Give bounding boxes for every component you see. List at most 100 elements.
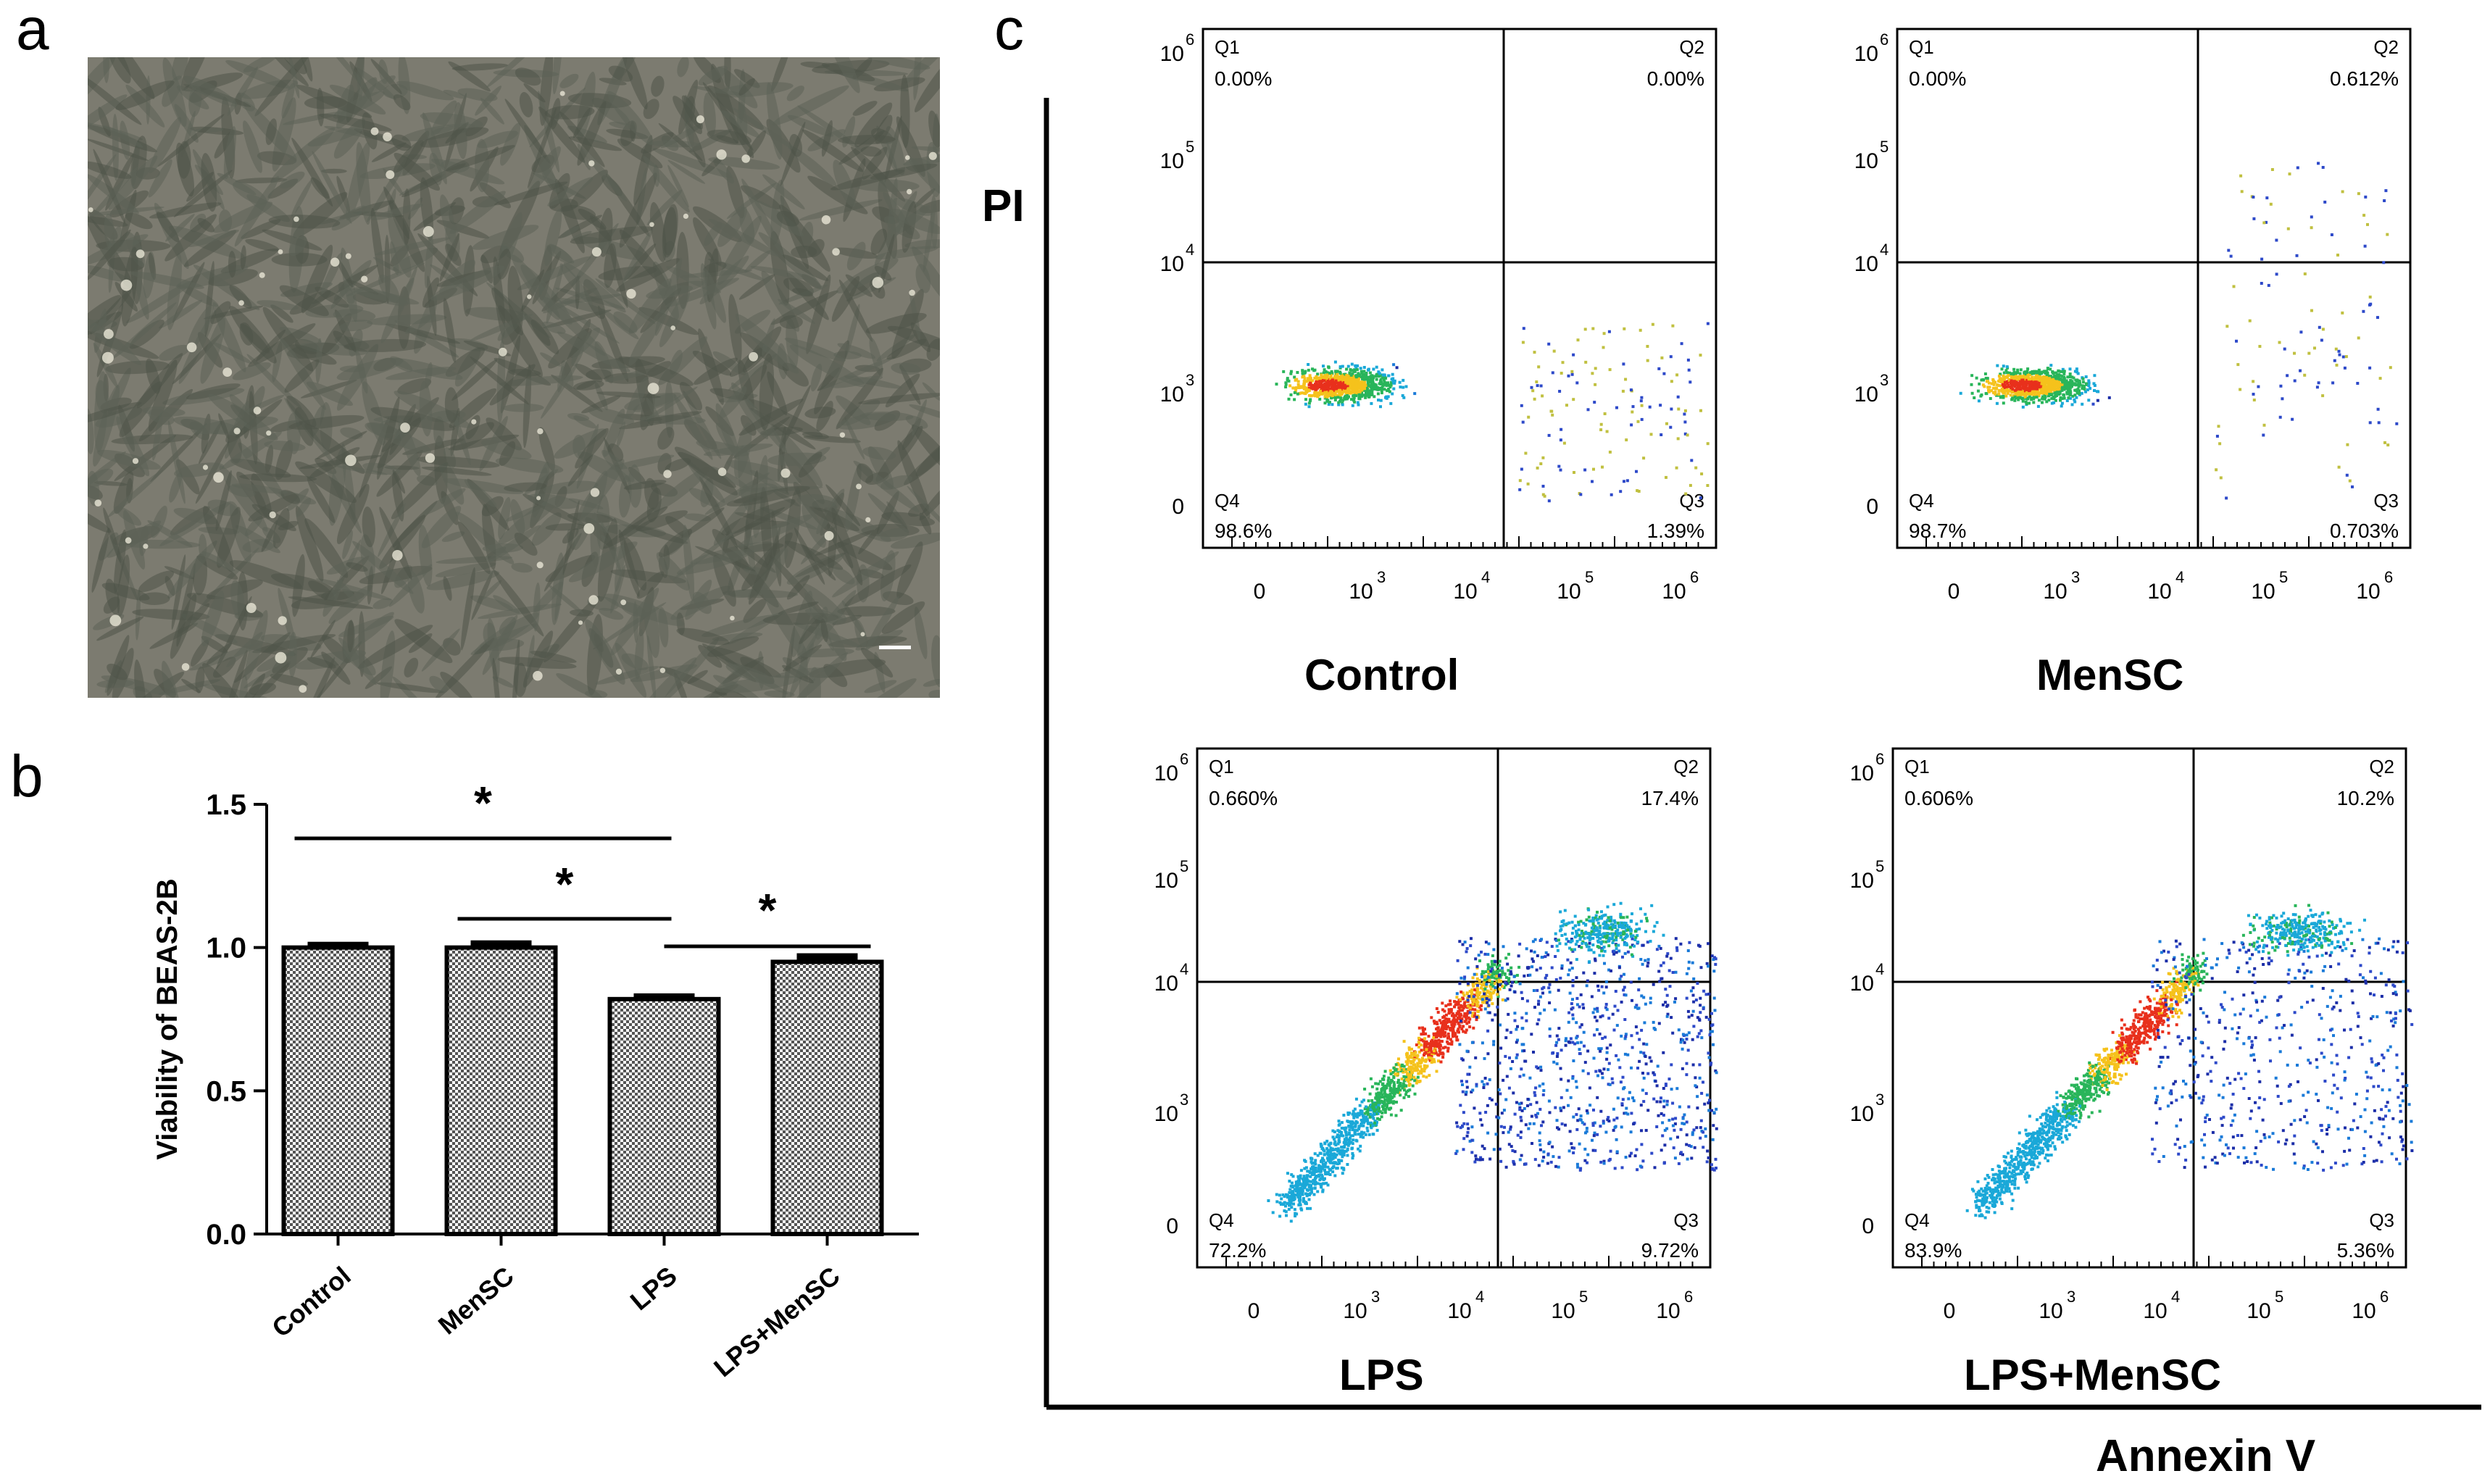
event-dot (1398, 380, 1402, 384)
event-dot (1323, 379, 1326, 383)
event-dot (1518, 488, 1522, 491)
event-dot (1457, 1030, 1460, 1034)
event-dot (1387, 1107, 1391, 1111)
event-dot (1391, 372, 1394, 376)
event-dot (1402, 1083, 1405, 1086)
event-dot (1533, 351, 1536, 354)
event-dot (1551, 413, 1554, 417)
q3-value: 1.39% (1647, 520, 1704, 542)
event-dot (1631, 410, 1634, 414)
q2-value: 0.00% (1647, 67, 1704, 90)
x-tick-exp: 3 (2071, 568, 2080, 586)
x-tick-exp: 6 (1684, 1288, 1693, 1306)
event-dot (2395, 422, 2399, 425)
event-dot (1570, 370, 1574, 373)
event-dot (2384, 189, 2388, 193)
event-dot (1670, 407, 1673, 411)
event-dot (1447, 1035, 1451, 1038)
event-dot (2286, 227, 2290, 230)
event-dot (1307, 368, 1310, 372)
event-dot (1996, 364, 1999, 367)
event-dot (1359, 370, 1363, 373)
event-dot (2337, 349, 2341, 353)
event-dot (1458, 1024, 1462, 1027)
event-dot (2299, 330, 2303, 334)
event-dot (1970, 391, 1974, 395)
event-dot (1338, 1134, 1342, 1138)
event-dot (1336, 1142, 1340, 1146)
event-dot (1336, 396, 1340, 399)
event-dot (1683, 412, 1686, 416)
event-dot (2377, 421, 2381, 425)
event-dot (1345, 374, 1349, 377)
event-dot (2000, 388, 2004, 391)
event-dot (1640, 404, 1644, 407)
event-dot (1309, 1188, 1312, 1191)
event-dot (1446, 1046, 1450, 1050)
event-dot (2341, 190, 2344, 193)
event-dot (1368, 371, 1372, 375)
event-dot (1995, 401, 1999, 405)
event-dot (1475, 977, 1479, 980)
event-dot (1355, 368, 1359, 372)
event-dot (2012, 380, 2016, 383)
event-dot (1605, 430, 1609, 433)
event-dot (1350, 362, 1354, 366)
event-dot (1699, 354, 1702, 357)
event-dot (2035, 396, 2039, 399)
event-dot (2033, 387, 2037, 391)
event-dot (2057, 380, 2061, 384)
event-dot (1368, 391, 1372, 395)
event-dot (1689, 380, 1692, 384)
y-tick-exp: 5 (1180, 857, 1188, 875)
event-dot (1301, 1193, 1304, 1196)
event-dot (2069, 391, 2073, 394)
event-dot (2383, 199, 2386, 202)
event-dot (1316, 1190, 1320, 1193)
event-dot (1389, 1113, 1393, 1117)
event-dot (1669, 355, 1673, 359)
event-dot (2013, 395, 2017, 399)
event-dot (1437, 1059, 1440, 1063)
event-dot (1324, 391, 1328, 394)
event-dot (1498, 988, 1502, 991)
event-dot (1635, 470, 1638, 473)
event-dot (1387, 374, 1391, 378)
event-dot (2218, 442, 2222, 446)
cell-group (88, 57, 940, 698)
event-dot (2227, 249, 2231, 252)
event-dot (2051, 370, 2054, 374)
event-dot (1293, 391, 1296, 394)
event-dot (1312, 1178, 1315, 1182)
event-dot (2041, 377, 2045, 380)
event-dot (2013, 388, 2017, 392)
event-dot (1375, 365, 1378, 369)
event-dot (2066, 381, 2070, 385)
plot-title-mensc: MenSC (2036, 651, 2183, 699)
event-dot (1331, 394, 1334, 398)
event-dot (1342, 1141, 1346, 1144)
q2-label: Q2 (1679, 36, 1704, 58)
event-dot (1562, 441, 1566, 445)
event-dot (2081, 380, 2085, 384)
q4-label: Q4 (1209, 1209, 1234, 1231)
event-dot (1286, 1196, 1289, 1199)
event-dot (1575, 381, 1579, 385)
event-dot (1296, 392, 1299, 396)
event-dot (1350, 384, 1353, 388)
event-dot (2033, 380, 2036, 384)
event-dot (1997, 375, 2001, 378)
x-tick-label: 10 (2147, 580, 2171, 604)
event-dot (1291, 386, 1295, 390)
event-dot (2052, 378, 2055, 381)
event-dot (2288, 172, 2291, 176)
cell (404, 657, 419, 678)
event-dot (1444, 1013, 1448, 1017)
event-dot (2046, 380, 2049, 384)
event-dot (2341, 311, 2344, 314)
event-dot (1683, 420, 1687, 424)
cell (677, 57, 689, 78)
event-dot (1640, 396, 1644, 399)
event-dot (1547, 433, 1551, 437)
